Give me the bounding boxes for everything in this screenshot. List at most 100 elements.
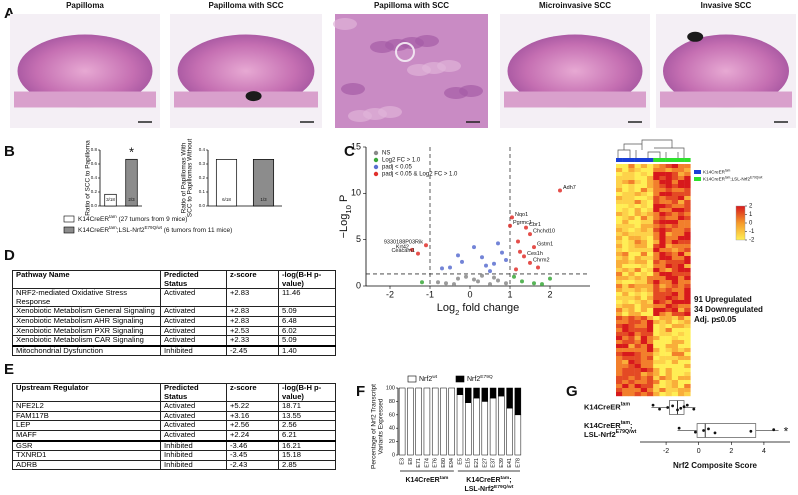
heatmap-cell	[616, 352, 623, 357]
heatmap-cell	[647, 288, 654, 293]
heatmap-cell	[659, 320, 666, 325]
heatmap-cell	[640, 344, 648, 349]
heatmap-cell	[640, 224, 648, 229]
heatmap-cell	[659, 164, 666, 169]
heatmap-cell	[616, 204, 623, 209]
heatmap-cell	[684, 384, 691, 389]
bar	[252, 159, 275, 207]
x-tick-label: E80	[441, 458, 447, 468]
heatmap-cell	[616, 308, 623, 313]
heatmap-cell	[684, 176, 691, 181]
heatmap-cell	[671, 240, 679, 245]
heatmap-cell	[640, 176, 648, 181]
heatmap-cell	[684, 212, 691, 217]
heatmap-cell	[622, 228, 629, 233]
data-point	[496, 241, 500, 246]
heatmap-cell	[653, 284, 660, 289]
heatmap-cell	[659, 184, 666, 189]
data-point	[528, 260, 532, 265]
table-cell: 18.71	[278, 401, 336, 412]
heatmap-cell	[622, 284, 629, 289]
heatmap-cell	[659, 208, 666, 213]
heatmap-cell	[665, 268, 672, 273]
heatmap-cell	[647, 296, 654, 301]
heatmap-cell	[665, 252, 672, 257]
heatmap-cell	[616, 168, 623, 173]
data-point	[528, 232, 532, 237]
table-row: NFE2L2 Activated +5.22 18.71	[12, 401, 336, 412]
table-cell: ADRB	[12, 459, 161, 471]
legend-marker	[373, 164, 379, 170]
histology-texture	[437, 60, 461, 72]
heatmap-cell	[659, 268, 666, 273]
data-point	[504, 258, 508, 263]
histology-texture	[341, 83, 365, 95]
x-tick-label: 2	[729, 448, 733, 455]
data-point	[484, 263, 488, 268]
table-cell: -2.43	[226, 459, 279, 471]
heatmap-cell	[678, 380, 685, 385]
value-label: 3/18	[106, 197, 115, 202]
heatmap-cell	[678, 272, 685, 277]
text-part: K14CreER	[584, 421, 621, 430]
heatmap-cell	[640, 380, 648, 385]
heatmap-cell	[678, 200, 685, 205]
heatmap-cell	[653, 304, 660, 309]
text-part: 2	[455, 308, 459, 317]
heatmap-cell	[684, 344, 691, 349]
heatmap-cell	[647, 352, 654, 357]
heatmap-cell	[659, 272, 666, 277]
heatmap-cell	[678, 384, 685, 389]
heatmap-cell	[678, 368, 685, 373]
group-label: LSL-Nrf2E79Q/wt	[584, 429, 637, 439]
gene-label: Cbr1	[529, 222, 541, 228]
x-tick-label: E15	[466, 458, 472, 468]
heatmap-cell	[678, 320, 685, 325]
heatmap-cell	[622, 288, 629, 293]
heatmap-cell	[671, 336, 679, 341]
heatmap-note: 91 Upregulated	[694, 295, 752, 304]
heatmap-cell	[640, 268, 648, 273]
heatmap-cell	[684, 340, 691, 345]
heatmap-cell	[653, 356, 660, 361]
heatmap-cell	[684, 312, 691, 317]
heatmap-cell	[653, 292, 660, 297]
heatmap-cell	[653, 340, 660, 345]
heatmap-cell	[616, 172, 623, 177]
heatmap-cell	[628, 340, 635, 345]
heatmap-cell	[634, 212, 641, 217]
tissue	[17, 34, 153, 108]
heatmap-cell	[647, 380, 654, 385]
heatmap-cell	[647, 200, 654, 205]
gene-label: 9330188P03Rik	[384, 240, 423, 246]
heatmap-cell	[671, 284, 679, 289]
heatmap-cell	[634, 228, 641, 233]
data-point	[694, 430, 697, 434]
panel-label: F	[356, 383, 365, 400]
gene-label: Ces1h	[527, 251, 543, 257]
heatmap-cell	[628, 196, 635, 201]
heatmap-cell	[659, 256, 666, 261]
heatmap-cell	[616, 264, 623, 269]
histology-texture	[333, 18, 357, 30]
heatmap-cell	[653, 348, 660, 353]
image-title: Microinvasive SCC	[539, 1, 611, 10]
heatmap-cell	[671, 224, 679, 229]
heatmap-cell	[622, 220, 629, 225]
bar-segment	[440, 387, 447, 456]
heatmap-cell	[671, 340, 679, 345]
table-cell: Activated	[160, 401, 227, 412]
text-part: E79Q/wt	[494, 484, 514, 490]
heatmap-cell	[640, 164, 648, 169]
heatmap-cell	[684, 228, 691, 233]
heatmap-cell	[616, 392, 623, 397]
heatmap-cell	[640, 372, 648, 377]
x-tick-label: 0	[697, 448, 701, 455]
text-part: tam	[725, 175, 731, 179]
heatmap-cell	[647, 216, 654, 221]
heatmap-cell	[671, 392, 679, 397]
heatmap-cell	[640, 236, 648, 241]
heatmap-cell	[671, 260, 679, 265]
text-part: Log	[437, 302, 455, 314]
heatmap-cell	[634, 284, 641, 289]
